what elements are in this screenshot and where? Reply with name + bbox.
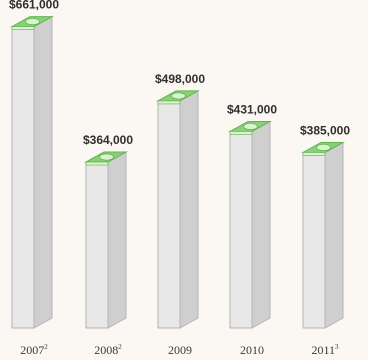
bar-front-face — [85, 161, 109, 329]
money-bill-edge — [302, 152, 326, 156]
money-stack-icon — [228, 120, 272, 135]
money-bill-edge — [229, 131, 253, 135]
money-bill-medallion — [171, 92, 186, 100]
money-bill-medallion — [243, 122, 258, 131]
bar-side-face — [179, 90, 199, 329]
money-stack-icon — [84, 151, 128, 166]
bar-2008: $364,000 20082 — [83, 133, 133, 357]
bar-front-face — [11, 26, 35, 329]
bar-side-face — [33, 15, 53, 329]
money-bill-medallion — [99, 153, 114, 161]
money-bill-edge — [157, 100, 181, 105]
bar-2010: $431,000 2010 — [227, 102, 277, 357]
bar-front-face — [229, 130, 253, 329]
money-bill-medallion — [316, 143, 331, 152]
year-label: 20072 — [20, 343, 48, 357]
bar-front-face — [157, 100, 181, 329]
bar-2007: $661,000 20072 — [9, 0, 59, 357]
money-stack-icon — [10, 16, 54, 30]
bar-side-face — [107, 151, 127, 329]
bar-front-face — [302, 151, 326, 329]
year-superscript: 3 — [335, 343, 339, 351]
year-label: 20113 — [311, 343, 339, 357]
bar-2011: $385,000 20113 — [300, 123, 350, 357]
year-superscript: 2 — [118, 343, 122, 351]
money-bill-edge — [11, 26, 35, 30]
bar-2009: $498,000 2009 — [155, 72, 205, 357]
year-label: 2009 — [168, 343, 192, 357]
bar-side-face — [324, 141, 344, 329]
value-label: $498,000 — [155, 72, 205, 86]
money-bill-medallion — [25, 17, 40, 26]
value-label: $431,000 — [227, 102, 277, 116]
money-stack-icon — [301, 141, 345, 156]
bar-side-face — [251, 120, 271, 329]
year-label: 20082 — [94, 343, 122, 357]
money-stack-icon — [156, 90, 200, 105]
value-label: $364,000 — [83, 133, 133, 147]
year-label: 2010 — [240, 343, 264, 357]
value-label: $385,000 — [300, 123, 350, 137]
money-bill-edge — [85, 161, 109, 166]
value-label: $661,000 — [9, 0, 59, 12]
year-superscript: 2 — [44, 343, 48, 351]
